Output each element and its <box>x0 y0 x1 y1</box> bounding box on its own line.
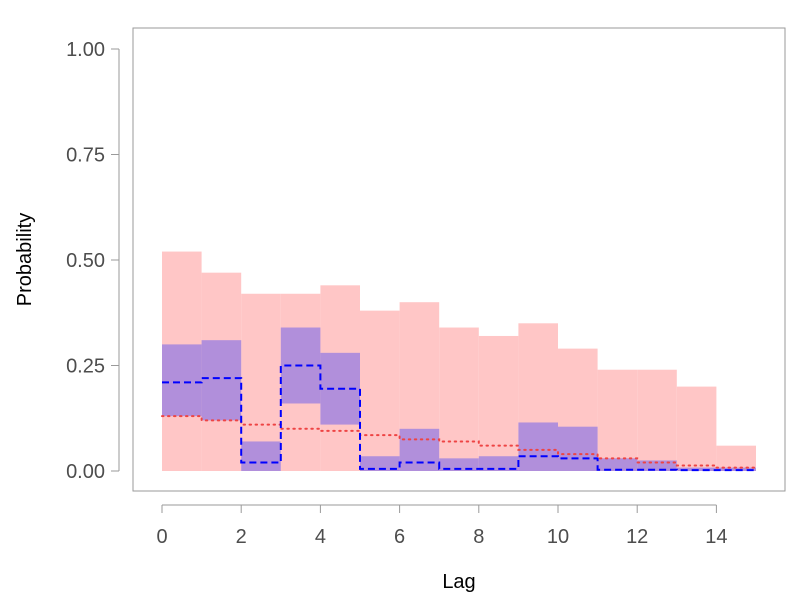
y-tick-label: 0.50 <box>66 250 105 272</box>
inner-band-bar <box>399 428 440 471</box>
inner-band-bar <box>558 426 598 471</box>
outer-band-bar <box>360 310 400 471</box>
x-tick-label: 4 <box>315 526 326 548</box>
outer-band-bar <box>637 369 677 471</box>
x-tick-label: 12 <box>626 526 648 548</box>
x-tick-label: 10 <box>547 526 569 548</box>
x-tick-label: 8 <box>473 526 484 548</box>
outer-band-bar <box>597 369 638 471</box>
y-tick-label: 0.00 <box>66 461 105 483</box>
inner-band-bar <box>360 456 400 471</box>
x-axis-title: Lag <box>442 571 475 593</box>
plot-frame <box>132 27 786 492</box>
inner-band-bar <box>241 441 281 471</box>
outer-band-bar <box>676 386 717 471</box>
observed-step-line <box>162 364 756 472</box>
x-tick-label: 2 <box>236 526 247 548</box>
y-tick-label: 0.25 <box>66 356 105 378</box>
outer-band-group <box>162 251 756 471</box>
y-axis-title: Probability <box>14 213 36 306</box>
inner-band-bar <box>162 344 202 417</box>
y-tick-label: 1.00 <box>66 39 105 61</box>
inner-band-bar <box>597 458 638 471</box>
y-axis: 0.00 0.25 0.50 0.75 1.00 <box>66 39 120 483</box>
inner-band-group <box>162 327 756 471</box>
x-axis: 0 2 4 6 8 10 12 14 <box>156 504 728 548</box>
expected-step-line <box>161 415 757 469</box>
inner-band-bar <box>478 456 519 471</box>
inner-band-bar <box>439 458 479 471</box>
inner-band-bar <box>518 422 558 471</box>
x-tick-label: 6 <box>394 526 405 548</box>
x-tick-label: 0 <box>156 526 167 548</box>
outer-band-bar <box>439 327 479 471</box>
series-lines-group <box>161 364 757 472</box>
inner-band-bar <box>637 460 677 471</box>
inner-band-bar <box>201 340 242 421</box>
y-tick-label: 0.75 <box>66 145 105 167</box>
outer-band-bar <box>478 335 519 471</box>
x-tick-label: 14 <box>705 526 727 548</box>
